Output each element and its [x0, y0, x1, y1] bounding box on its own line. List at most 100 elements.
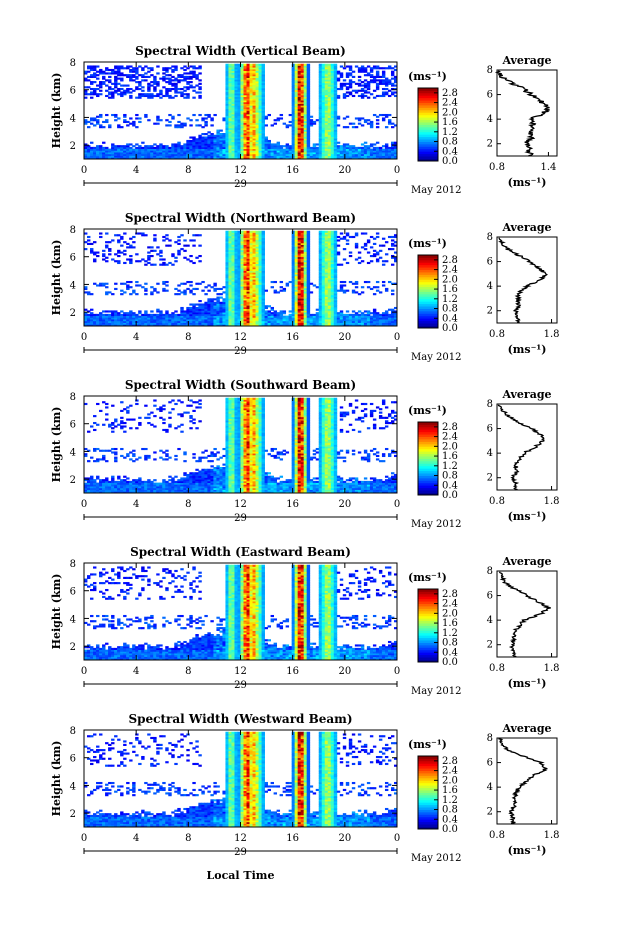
heatmap-cell: [276, 157, 281, 160]
heatmap-cell: [189, 280, 193, 284]
heatmap-cell: [171, 153, 175, 156]
heatmap-cell: [249, 239, 253, 242]
heatmap-cell: [141, 148, 145, 151]
heatmap-cell: [333, 153, 338, 156]
heatmap-cell: [297, 101, 302, 104]
heatmap-cell: [234, 320, 238, 323]
heatmap-cell: [300, 305, 305, 308]
heatmap-cell: [321, 277, 326, 280]
heatmap-cell: [375, 84, 380, 87]
heatmap-cell: [255, 122, 259, 125]
heatmap-cell: [243, 317, 247, 320]
heatmap-cell: [153, 319, 157, 322]
heatmap-cell: [318, 136, 323, 139]
heatmap-cell: [303, 232, 308, 235]
heatmap-cell: [321, 74, 326, 77]
heatmap-cell: [243, 268, 247, 271]
heatmap-cell: [225, 305, 229, 308]
heatmap-cell: [231, 244, 235, 247]
heatmap-cell: [303, 77, 308, 80]
heatmap-cell: [228, 234, 232, 237]
heatmap-cell: [303, 310, 308, 313]
heatmap-cell: [228, 313, 232, 317]
heatmap-cell: [294, 134, 299, 137]
heatmap-cell: [351, 155, 356, 158]
heatmap-cell: [324, 310, 329, 313]
heatmap-cell: [375, 70, 380, 73]
heatmap-cell: [246, 315, 250, 318]
heatmap-cell: [102, 153, 106, 156]
heatmap-cell: [219, 287, 223, 291]
heatmap-cell: [120, 157, 124, 160]
heatmap-cell: [318, 293, 323, 296]
heatmap-cell: [327, 239, 332, 242]
heatmap-cell: [246, 143, 250, 146]
heatmap-cell: [291, 153, 296, 156]
heatmap-cell: [279, 117, 284, 120]
heatmap-cell: [228, 267, 232, 270]
heatmap-cell: [300, 286, 305, 289]
heatmap-cell: [240, 258, 244, 261]
heatmap-cell: [243, 81, 247, 84]
average-frame: [496, 69, 558, 157]
heatmap-cell: [291, 143, 296, 146]
heatmap-cell: [204, 286, 208, 289]
heatmap-cell: [138, 315, 142, 318]
heatmap-cell: [261, 103, 265, 106]
average-x-label: (ms⁻¹): [508, 176, 547, 189]
heatmap-cell: [297, 138, 302, 141]
heatmap-cell: [147, 258, 151, 261]
heatmap-cell: [294, 242, 299, 245]
heatmap-cell: [237, 94, 241, 98]
heatmap-cell: [249, 93, 253, 96]
heatmap-cell: [333, 72, 338, 75]
heatmap-cell: [195, 74, 199, 77]
heatmap-cell: [132, 312, 136, 315]
heatmap-cell: [318, 139, 323, 143]
heatmap-cell: [369, 150, 374, 153]
x-tick-label: 16: [286, 165, 299, 176]
heatmap-cell: [318, 65, 323, 68]
heatmap-cell: [324, 105, 329, 108]
heatmap-cell: [168, 239, 172, 242]
heatmap-cell: [240, 127, 244, 130]
heatmap-cell: [303, 296, 308, 299]
heatmap-cell: [156, 94, 160, 98]
heatmap-cell: [324, 313, 329, 317]
heatmap-cell: [108, 96, 112, 99]
heatmap-cell: [294, 300, 299, 303]
heatmap-cell: [255, 308, 259, 311]
heatmap-cell: [354, 146, 359, 150]
heatmap-cell: [102, 126, 106, 129]
heatmap-cell: [306, 94, 311, 98]
heatmap-cell: [360, 81, 365, 84]
heatmap-cell: [153, 87, 157, 91]
heatmap-cell: [258, 63, 262, 66]
heatmap-cell: [291, 117, 296, 120]
heatmap-cell: [258, 148, 262, 151]
heatmap-cell: [246, 146, 250, 150]
heatmap-cell: [234, 124, 238, 127]
heatmap-cell: [261, 72, 265, 75]
colorbar-segment: [418, 107, 438, 111]
heatmap-cell: [306, 65, 311, 68]
heatmap-cell: [135, 117, 139, 120]
heatmap-cell: [393, 91, 398, 94]
heatmap-cell: [198, 96, 202, 99]
heatmap-cell: [354, 117, 359, 120]
heatmap-cell: [228, 263, 232, 266]
heatmap-cell: [216, 293, 220, 296]
heatmap-cell: [213, 152, 217, 155]
heatmap-cell: [234, 100, 238, 103]
heatmap-cell: [249, 320, 253, 323]
heatmap-cell: [258, 274, 262, 277]
heatmap-cell: [228, 105, 232, 108]
heatmap-cell: [291, 150, 296, 153]
heatmap-cell: [321, 254, 326, 258]
heatmap-cell: [237, 280, 241, 284]
heatmap-cell: [273, 119, 278, 122]
heatmap-cell: [258, 65, 262, 68]
heatmap-cell: [258, 103, 262, 106]
heatmap-cell: [246, 153, 250, 156]
heatmap-cell: [303, 94, 308, 98]
